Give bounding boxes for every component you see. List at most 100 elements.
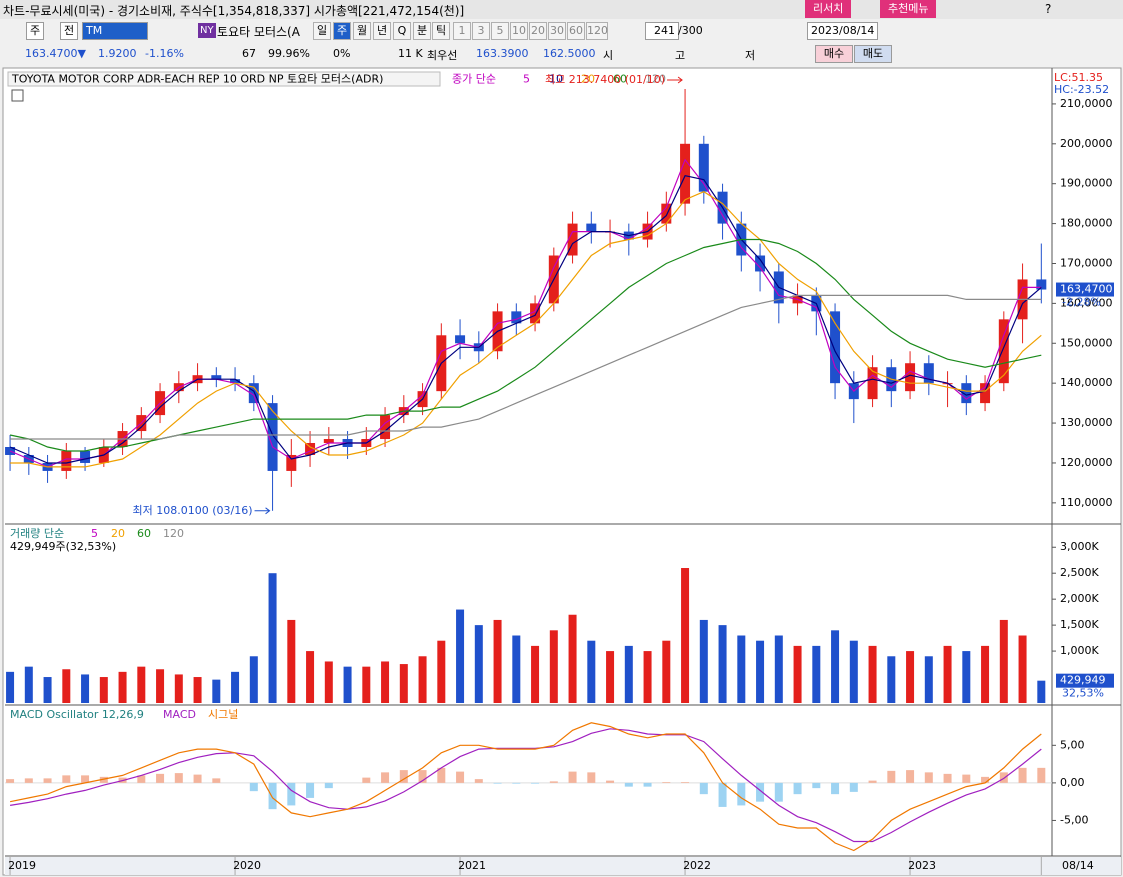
- chart-title-box: [7, 71, 441, 87]
- oscillator-bar: [306, 782, 315, 798]
- interval-button[interactable]: 년: [373, 22, 391, 40]
- lc-label: LC:51.35: [1054, 71, 1103, 84]
- multiplier-button[interactable]: 3: [472, 22, 490, 40]
- volume-bar: [437, 640, 446, 703]
- x-tick-label: 2023: [908, 859, 936, 872]
- candle-body: [867, 367, 878, 400]
- high-annotation: 최고 213.7400 (01/10): [545, 73, 665, 86]
- buy-button[interactable]: 매수: [815, 45, 853, 63]
- help-button[interactable]: ?: [1045, 2, 1052, 16]
- volume-bar: [606, 651, 615, 703]
- date-input[interactable]: 2023/08/14: [807, 22, 879, 40]
- volume-bar: [381, 661, 390, 703]
- multiplier-button[interactable]: 60: [567, 22, 585, 40]
- y-tick-label: -5,00: [1060, 813, 1088, 826]
- volume-bar: [849, 640, 858, 703]
- oscillator-bar: [924, 772, 933, 783]
- oscillator-bar: [493, 782, 502, 784]
- count-input[interactable]: 241: [645, 22, 679, 40]
- range-select[interactable]: 전: [60, 22, 79, 40]
- candle-body: [586, 223, 597, 232]
- quote-change: 1.9200: [98, 47, 137, 60]
- interval-button[interactable]: Q: [393, 22, 411, 40]
- legend-title: 종가 단순: [452, 73, 496, 86]
- oscillator-bar: [999, 772, 1008, 783]
- quote-field: 고: [675, 49, 686, 62]
- volume-bar: [231, 671, 240, 703]
- legend-item: 60: [137, 527, 151, 540]
- oscillator-bar: [1037, 767, 1046, 783]
- oscillator-bar: [606, 780, 615, 783]
- volume-bar: [306, 651, 315, 703]
- volume-bar: [456, 609, 465, 703]
- legend-item: 20: [581, 73, 595, 86]
- multiplier-button[interactable]: 30: [548, 22, 566, 40]
- multiplier-button[interactable]: 5: [491, 22, 509, 40]
- oscillator-bar: [324, 782, 333, 789]
- interval-button[interactable]: 일: [313, 22, 331, 40]
- volume-bar: [1018, 635, 1027, 703]
- candle-body: [211, 375, 222, 380]
- oscillator-bar: [756, 782, 765, 802]
- oscillator-bar: [287, 782, 296, 806]
- volume-bar: [137, 666, 146, 703]
- interval-button[interactable]: 분: [413, 22, 431, 40]
- multiplier-button[interactable]: 1: [453, 22, 471, 40]
- volume-bar: [399, 664, 408, 703]
- symbol-input[interactable]: TM: [82, 22, 148, 40]
- sell-button[interactable]: 매도: [854, 45, 892, 63]
- period-select[interactable]: 주: [26, 22, 45, 40]
- y-tick-label: 200,0000: [1060, 137, 1113, 150]
- multiplier-button[interactable]: 20: [529, 22, 547, 40]
- series-line: [9, 238, 1042, 452]
- chart: 110,0000 120,0000 130,0000 140,0000 150,0000…: [2, 67, 1122, 876]
- window-title: 차트-무료시세(미국) - 경기소비재, 주식수[1,354,818,337] …: [3, 4, 465, 18]
- legend-item: MACD: [163, 708, 196, 721]
- series-line: [9, 158, 1042, 468]
- candle-body: [230, 379, 241, 384]
- candle-body: [680, 143, 691, 204]
- multiplier-button[interactable]: 10: [510, 22, 528, 40]
- oscillator-bar: [249, 782, 258, 792]
- legend-item: 120: [645, 73, 666, 86]
- volume-bar: [287, 619, 296, 703]
- volume-bar: [681, 568, 690, 703]
- volume-bar: [924, 656, 933, 703]
- volume-bar: [174, 674, 183, 703]
- oscillator-bar: [437, 767, 446, 783]
- multiplier-button[interactable]: 120: [586, 22, 608, 40]
- oscillator-bar: [43, 778, 52, 783]
- series-line: [10, 294, 1042, 440]
- candle-body: [567, 223, 578, 256]
- y-tick-label: 130,0000: [1060, 416, 1113, 429]
- oscillator-bar: [906, 770, 915, 783]
- interval-button[interactable]: 월: [353, 22, 371, 40]
- oscillator-bar: [849, 782, 858, 792]
- interval-button[interactable]: 틱: [432, 22, 450, 40]
- quote-field: 0%: [333, 47, 351, 60]
- candle-body: [5, 446, 16, 455]
- interval-button[interactable]: 주: [333, 22, 351, 40]
- chart-title: MACD Oscillator 12,26,9: [10, 708, 144, 721]
- oscillator-bar: [6, 779, 15, 783]
- y-tick-label: 160,0000: [1060, 296, 1113, 309]
- volume-bar: [718, 625, 727, 703]
- low-annotation: 최저 108.0100 (03/16): [133, 504, 253, 517]
- x-tick-label: 08/14: [1062, 859, 1094, 872]
- candle-body: [511, 311, 522, 324]
- volume-bar: [474, 625, 483, 703]
- recommend-button[interactable]: 추천메뉴: [880, 0, 937, 18]
- y-tick-label: 0,00: [1060, 776, 1085, 789]
- oscillator-bar: [718, 782, 727, 807]
- volume-bar: [737, 635, 746, 703]
- quote-field: 시: [603, 49, 614, 62]
- volume-bar: [962, 651, 971, 703]
- chart-frame: [2, 67, 1122, 876]
- oscillator-bar: [624, 782, 633, 787]
- candle-body: [661, 203, 672, 224]
- high-arrow: [667, 76, 683, 84]
- research-button[interactable]: 리서치: [805, 0, 852, 18]
- quote-bid: 163.3900: [476, 47, 529, 60]
- volume-bar: [643, 651, 652, 703]
- oscillator-bar: [399, 770, 408, 783]
